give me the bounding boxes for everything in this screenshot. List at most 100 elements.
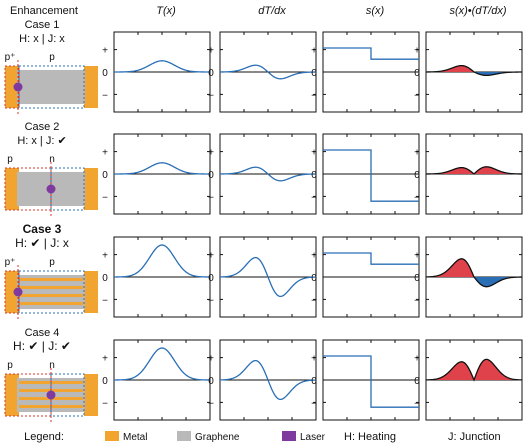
product-curve xyxy=(425,358,523,382)
tick-label-zero: 0 xyxy=(311,376,317,387)
case-title: Case 2 xyxy=(25,121,60,133)
tick-label-plus: + xyxy=(311,148,317,159)
legend-label: Laser xyxy=(300,432,326,443)
tick-label-zero: 0 xyxy=(102,273,108,284)
heater-stripe xyxy=(19,294,83,297)
metal-contact-right xyxy=(84,374,98,416)
positive-area xyxy=(426,258,522,277)
region-label-left: p⁺ xyxy=(5,257,16,268)
region-label-right: p xyxy=(49,52,55,63)
product-curve xyxy=(425,258,523,288)
plot-panel: +0 − xyxy=(414,133,523,215)
tick-label-zero: 0 xyxy=(102,68,108,79)
metal-contact-left xyxy=(5,374,19,416)
tick-label-zero: 0 xyxy=(311,170,317,181)
plot-panel: +0 − xyxy=(102,236,211,318)
tick-label-zero: 0 xyxy=(414,170,420,181)
metal-contact-right xyxy=(84,66,98,108)
laser-spot xyxy=(46,184,56,194)
temperature-curve xyxy=(113,347,211,381)
tick-label-zero: 0 xyxy=(102,170,108,181)
tick-label-minus: − xyxy=(311,295,317,306)
tick-label-minus: − xyxy=(311,90,317,101)
plot-panel: +0 − xyxy=(102,31,211,113)
plot-panel: +0 − xyxy=(311,31,420,113)
case-title: Case 1 xyxy=(25,19,60,31)
heater-stripe xyxy=(19,278,83,281)
case-row: Case 1 H: x | J: xp⁺ p +0 − +0 − +0 − +0 − xyxy=(4,19,523,114)
plot-panel: +0 − xyxy=(414,31,523,113)
tick-label-zero: 0 xyxy=(208,170,214,181)
temperature-curve xyxy=(113,244,211,278)
plot-panel: +0 − xyxy=(102,339,211,421)
tick-label-zero: 0 xyxy=(208,273,214,284)
heater-stripe xyxy=(19,302,83,305)
tick-label-plus: + xyxy=(208,148,214,159)
tick-label-plus: + xyxy=(414,148,420,159)
tick-label-plus: + xyxy=(208,354,214,365)
metal-contact-left xyxy=(5,271,19,313)
legend-swatch xyxy=(105,431,119,441)
tick-label-zero: 0 xyxy=(414,68,420,79)
graphene-channel xyxy=(17,70,85,104)
tick-label-minus: − xyxy=(311,192,317,203)
seebeck-curve xyxy=(323,252,419,265)
legend-label: Metal xyxy=(123,432,147,443)
case-condition: H: x | J: x xyxy=(19,33,65,45)
tick-label-minus: − xyxy=(208,295,214,306)
region-label-left: p xyxy=(7,154,13,165)
plot-panel: +0 − xyxy=(102,133,211,215)
plot-panel: +0 − xyxy=(311,133,420,215)
legend-label: H: Heating xyxy=(344,431,396,443)
tick-label-plus: + xyxy=(414,354,420,365)
tick-label-minus: − xyxy=(414,398,420,409)
positive-area xyxy=(426,65,522,72)
plot-panel: +0 − xyxy=(311,339,420,421)
plot-panel: +0 − xyxy=(414,236,523,318)
tick-label-plus: + xyxy=(102,46,108,57)
tick-label-zero: 0 xyxy=(311,68,317,79)
negative-area xyxy=(426,72,522,76)
column-header: dT/dx xyxy=(258,5,286,17)
gradient-curve xyxy=(219,256,317,298)
tick-label-zero: 0 xyxy=(414,273,420,284)
tick-label-minus: − xyxy=(208,192,214,203)
case-condition: H: x | J: ✔ xyxy=(17,135,66,147)
tick-label-minus: − xyxy=(414,90,420,101)
tick-label-zero: 0 xyxy=(102,376,108,387)
region-label-right: n xyxy=(49,154,55,165)
tick-label-minus: − xyxy=(102,398,108,409)
plot-panel: +0 − xyxy=(414,339,523,421)
positive-area xyxy=(426,166,522,174)
seebeck-curve xyxy=(323,47,419,60)
tick-label-zero: 0 xyxy=(311,273,317,284)
tick-label-plus: + xyxy=(311,251,317,262)
product-curve xyxy=(425,166,523,175)
region-label-left: p xyxy=(7,360,13,371)
tick-label-minus: − xyxy=(102,90,108,101)
tick-label-minus: − xyxy=(414,192,420,203)
case-condition: H: ✔ | J: ✔ xyxy=(13,339,71,353)
device-schematic: p⁺ p xyxy=(4,52,98,114)
tick-label-plus: + xyxy=(414,251,420,262)
legend-swatch xyxy=(177,431,191,441)
tick-label-plus: + xyxy=(311,46,317,57)
header-enhancement: Enhancement xyxy=(10,5,78,17)
temperature-curve xyxy=(114,162,210,175)
laser-spot xyxy=(46,390,56,400)
seebeck-curve xyxy=(323,149,419,202)
metal-contact-right xyxy=(84,271,98,313)
plot-panel: +0 − xyxy=(311,236,420,318)
tick-label-minus: − xyxy=(414,295,420,306)
legend-title: Legend: xyxy=(24,431,64,443)
case-row: Case 4H: ✔ | J: ✔p n+0−+0−+0−+0− xyxy=(4,327,523,422)
tick-label-plus: + xyxy=(208,46,214,57)
metal-contact-left xyxy=(5,66,19,108)
product-curve xyxy=(425,64,523,77)
region-label-right: p xyxy=(49,257,55,268)
tick-label-plus: + xyxy=(102,148,108,159)
plot-panel: +0 − xyxy=(208,31,317,113)
laser-spot xyxy=(13,82,23,92)
